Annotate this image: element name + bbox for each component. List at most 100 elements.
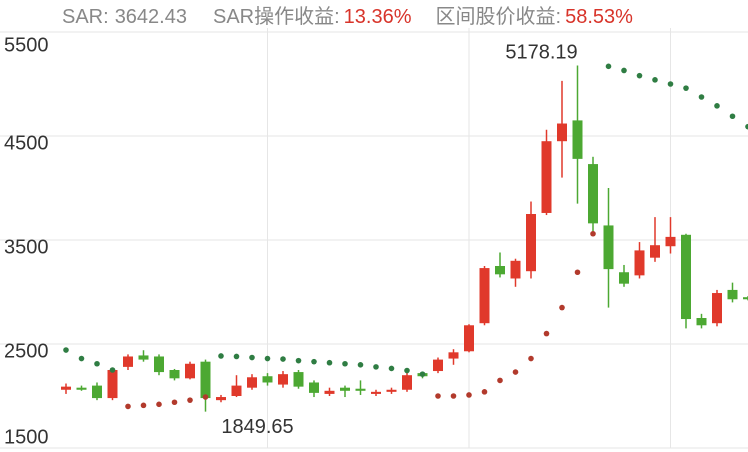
candle-body	[262, 376, 273, 383]
sar-dot	[621, 67, 627, 74]
candle-body	[138, 355, 149, 360]
header-value: 58.53%	[565, 6, 633, 28]
sar-dot	[233, 353, 240, 360]
candle-body	[464, 325, 474, 352]
sar-dot	[543, 330, 550, 337]
candle-body	[247, 377, 257, 388]
sar-dot	[326, 359, 333, 366]
candle-body	[61, 386, 71, 390]
sar-dot	[249, 354, 255, 361]
candle-body	[681, 234, 691, 320]
sar-dot	[264, 355, 271, 362]
candle-body	[479, 268, 490, 324]
candle-body	[572, 120, 583, 159]
sar-dot	[559, 304, 565, 311]
sar-dot	[140, 402, 147, 409]
sar-dot	[528, 355, 534, 362]
sar-dot	[202, 394, 209, 400]
sar-dot	[605, 63, 612, 70]
sar-dot	[78, 355, 85, 362]
candle-body	[92, 385, 102, 399]
sar-dot	[280, 356, 286, 362]
candle-body	[541, 141, 552, 213]
header-value: 3642.43	[115, 6, 187, 28]
sar-dot	[171, 399, 178, 406]
sar-dot	[342, 360, 348, 367]
sar-dot	[714, 103, 720, 109]
sar-dot	[388, 365, 395, 372]
sar-dot	[187, 397, 193, 403]
candle-body	[76, 387, 87, 390]
y-tick-label: 2500	[4, 340, 49, 362]
candle-body	[278, 374, 288, 385]
sar-dot	[63, 347, 69, 353]
max-label: 5178.19	[505, 42, 577, 64]
sar-dot	[373, 364, 379, 370]
sar-dot	[667, 81, 674, 87]
sar-dot	[404, 367, 410, 374]
sar-dot	[636, 72, 643, 79]
candle-body	[526, 214, 536, 272]
candle-body	[386, 389, 397, 392]
sar-dot	[109, 367, 116, 373]
candle-body	[619, 272, 629, 284]
sar-dot	[156, 401, 162, 408]
candle-body	[200, 361, 211, 399]
sar-dot	[357, 362, 364, 368]
sar-dot	[295, 357, 302, 364]
candle-body	[696, 318, 707, 326]
header-label: SAR:	[62, 6, 109, 28]
candle-body	[355, 388, 366, 391]
y-tick-label: 3500	[4, 236, 49, 258]
sar-dot	[698, 94, 705, 100]
sar-dot	[729, 113, 736, 120]
candle-body	[169, 370, 180, 379]
candle-body	[154, 356, 164, 373]
sar-dot	[512, 369, 519, 375]
candle-body	[557, 123, 567, 142]
candle-body	[433, 359, 443, 372]
candle-body	[665, 236, 676, 247]
sar-dot	[652, 77, 658, 83]
candle-body	[340, 387, 350, 391]
candle-body	[495, 266, 505, 275]
candle-body	[107, 370, 118, 399]
sar-dot	[419, 371, 426, 377]
sar-dot	[481, 389, 488, 395]
candle-body	[231, 385, 242, 396]
sar-dot	[497, 377, 503, 384]
sar-dot	[125, 403, 131, 410]
candle-body	[634, 250, 645, 276]
sar-dot	[683, 85, 689, 91]
candle-body	[712, 293, 722, 324]
sar-dot	[590, 230, 596, 237]
candle-body	[603, 225, 614, 270]
candle-body	[324, 390, 335, 394]
header-value: 13.36%	[344, 6, 412, 28]
candle-body	[293, 372, 304, 387]
sar-dot	[450, 393, 457, 399]
y-tick-label: 4500	[4, 132, 49, 154]
candle-body	[123, 356, 133, 367]
candle-body	[185, 363, 195, 379]
header-label: SAR操作收益:	[213, 5, 340, 28]
candle-body	[371, 391, 381, 394]
header: SAR: 3642.43 SAR操作收益: 13.36% 区间股价收益: 58.53%	[62, 5, 633, 28]
sar-dot	[311, 358, 317, 365]
min-label: 1849.65	[221, 416, 293, 438]
sar-dot	[745, 123, 748, 130]
header-label: 区间股价收益:	[436, 5, 562, 28]
sar-dot	[218, 353, 224, 359]
candle-body	[743, 297, 748, 300]
candle-body	[402, 375, 412, 390]
y-tick-label: 1500	[4, 426, 49, 448]
candle-body	[309, 382, 319, 393]
sar-dot	[574, 269, 581, 276]
candle-body	[727, 289, 738, 300]
sar-dot	[435, 393, 441, 399]
sar-dot	[466, 392, 472, 398]
candle-body	[216, 397, 226, 401]
y-tick-label: 5500	[4, 34, 49, 56]
candle-body	[510, 260, 521, 279]
candle-body	[448, 352, 459, 359]
